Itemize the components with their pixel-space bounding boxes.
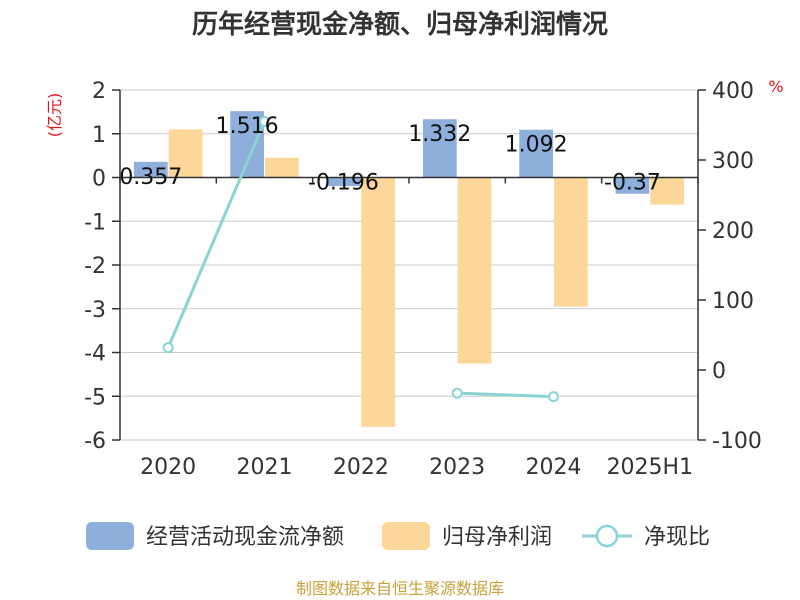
right-tick-label: 400 (712, 79, 754, 104)
left-tick-label: 2 (92, 79, 106, 104)
cashflow-data-label: 0.357 (119, 165, 182, 190)
left-tick-label: -5 (84, 385, 106, 410)
bars (133, 111, 685, 427)
cashflow-data-label: -0.196 (308, 171, 379, 196)
ratio-point (259, 116, 270, 127)
right-tick-label: 100 (712, 289, 754, 314)
category-label: 2020 (140, 455, 196, 480)
axes: 2 1 0 -1 -2 -3 -4 -5 -6 400 300 200 100 0 -100 2020 2021… (84, 79, 762, 480)
right-tick-label: 0 (712, 359, 726, 384)
left-tick-label: 0 (92, 167, 106, 192)
ratio-line-segment (166, 120, 266, 349)
ratio-point (548, 391, 559, 403)
legend-swatch-net-profit (382, 522, 430, 550)
category-label: 2022 (333, 455, 389, 480)
cashflow-bar (615, 177, 650, 194)
net-profit-bar (168, 129, 203, 178)
legend-swatch-cashflow (86, 522, 134, 550)
grid-lines (120, 89, 698, 441)
right-tick-label: 300 (712, 149, 754, 174)
net-profit-bar (361, 177, 396, 427)
left-tick-label: -2 (84, 254, 106, 279)
cashflow-bar (519, 129, 553, 178)
cashflow-bar (326, 177, 361, 187)
ratio-point (451, 387, 463, 399)
category-label: 2021 (237, 455, 293, 480)
ratio-point (162, 342, 174, 354)
right-axis-unit: % (768, 77, 783, 96)
source-note: 制图数据来自恒生聚源数据库 (296, 579, 504, 598)
legend[interactable]: 经营活动现金流净额 归母净利润 净现比 (86, 522, 710, 550)
cashflow-bar (230, 111, 264, 178)
cashflow-bar (133, 161, 168, 178)
legend-label-ratio: 净现比 (644, 525, 710, 550)
net-profit-bar (554, 177, 588, 307)
cashflow-data-label: 1.332 (408, 122, 471, 147)
left-tick-label: -1 (84, 210, 106, 235)
right-tick-label: 200 (712, 219, 754, 244)
right-tick-label: -100 (712, 429, 762, 454)
cashflow-data-label: 1.516 (216, 114, 279, 139)
data-labels: 0.357 1.516 -0.196 1.332 1.092 -0.37 (119, 114, 661, 195)
net-profit-bar (265, 157, 299, 178)
left-tick-label: 1 (92, 123, 106, 148)
cashflow-data-label: -0.37 (604, 171, 661, 196)
category-label: 2024 (526, 455, 582, 480)
left-axis-unit: (亿元) (45, 93, 64, 138)
legend-label-net-profit: 归母净利润 (442, 525, 552, 550)
legend-label-cashflow: 经营活动现金流净额 (146, 525, 344, 550)
left-tick-label: -3 (84, 298, 106, 323)
cashflow-bar (422, 119, 457, 178)
category-label: 2025H1 (607, 455, 694, 480)
left-tick-label: -4 (84, 342, 106, 367)
ratio-line (162, 116, 559, 403)
cashflow-data-label: 1.092 (505, 133, 568, 158)
chart-title: 历年经营现金净额、归母净利润情况 (192, 9, 608, 40)
net-profit-bar (457, 177, 492, 364)
ratio-line-segment (457, 391, 554, 399)
left-tick-label: -6 (84, 429, 106, 454)
category-label: 2023 (429, 455, 485, 480)
net-profit-bar (650, 177, 685, 205)
legend-swatch-ratio-marker (595, 524, 619, 548)
